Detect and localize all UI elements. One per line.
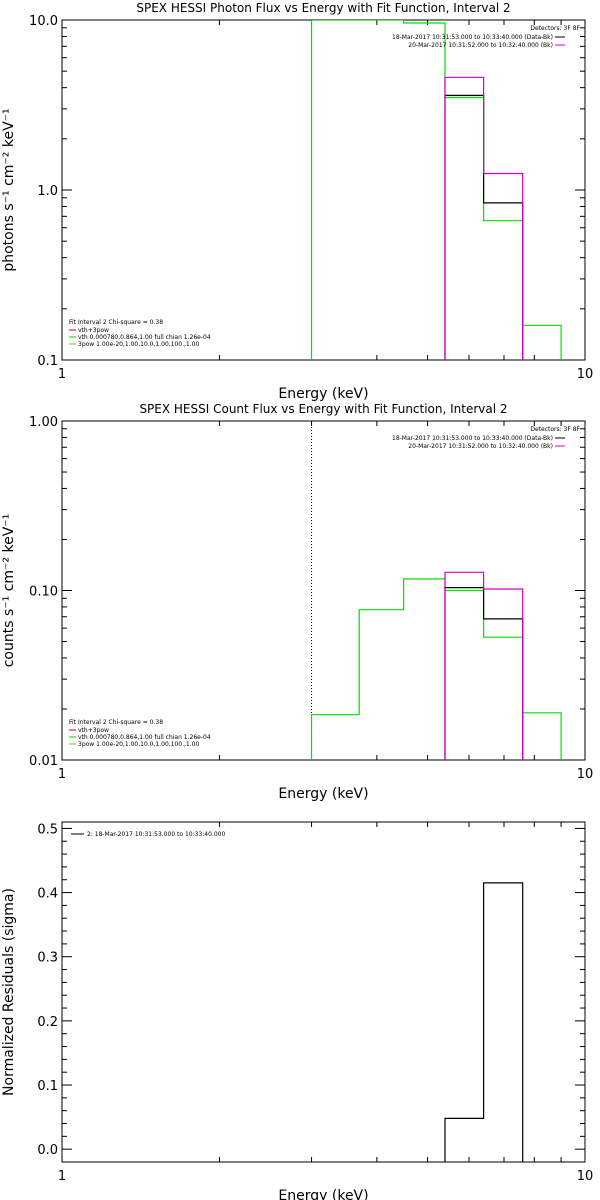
y-tick-label: 1.0: [37, 184, 58, 199]
y-axis-label: counts s⁻¹ cm⁻² keV⁻¹: [1, 514, 17, 668]
legend-fit-item-text: 3pow 1.00e-20,1.00,10.0,1.00,100.,1.00: [78, 341, 199, 348]
data-layer: [310, 571, 562, 760]
y-tick-label: 10.0: [29, 14, 58, 29]
series-3-histogram: [444, 76, 524, 360]
series-2-histogram: [444, 586, 524, 760]
legend-fit-header: Fit Interval 2 Chi-square = 0.38: [69, 719, 163, 726]
y-tick-label: 0.0: [37, 1143, 58, 1158]
x-tick-label: 10: [577, 1169, 594, 1184]
data-layer: [310, 20, 562, 360]
x-tick-label: 10: [577, 367, 594, 382]
y-tick-label: 0.5: [37, 822, 58, 837]
series-1-histogram: [444, 882, 524, 1162]
y-tick-label: 1.00: [29, 415, 58, 430]
legend-fit-header: Fit Interval 2 Chi-square = 0.38: [69, 319, 163, 326]
legend-top-item-text: 20-Mar-2017 10:31:52.000 to 10:32:40.000…: [408, 42, 553, 49]
x-axis-label: Energy (keV): [278, 786, 368, 802]
y-tick-label: 0.3: [37, 951, 58, 966]
y-tick-label: 0.4: [37, 887, 58, 902]
chart-title: SPEX HESSI Count Flux vs Energy with Fit…: [139, 402, 507, 416]
series-1-histogram: [310, 20, 562, 360]
plot-frame: [61, 420, 586, 761]
legend-top-item-text: 18-Mar-2017 10:31:53.000 to 10:33:40.000…: [392, 435, 553, 442]
x-tick-label: 1: [58, 367, 66, 382]
plot-panel-1: 1 10 0.1 1.0 10.0 SPEX HESSI Photon Flux vs E…: [1, 1, 593, 402]
series-3-histogram: [444, 571, 524, 760]
plot-frame: [61, 19, 586, 361]
chart-title: SPEX HESSI Photon Flux vs Energy with Fi…: [136, 1, 510, 15]
y-tick-label: 0.2: [37, 1015, 58, 1030]
legend-fit-item-text: vth 0.000780,0.864,1.00 full chian 1.26e…: [78, 734, 211, 741]
plot-frame: [61, 821, 586, 1163]
y-axis-label: photons s⁻¹ cm⁻² keV⁻¹: [1, 108, 17, 271]
y-tick-label: 0.10: [29, 585, 58, 600]
y-tick-label: 0.1: [37, 1079, 58, 1094]
plot-panel-2: 1 10 0.01 0.10 1.00 SPEX HESSI Count Flux vs …: [1, 402, 593, 802]
x-tick-label: 10: [577, 767, 594, 782]
legend-detectors: Detectors: 3F 8F: [530, 25, 580, 32]
legend-detectors: Detectors: 3F 8F: [530, 426, 580, 433]
legend-residual-text: 2: 18-Mar-2017 10:31:53.000 to 10:33:40.…: [87, 831, 225, 838]
legend-fit-item-text: vth 0.000780,0.864,1.00 full chian 1.26e…: [78, 334, 211, 341]
plot-panel-3: 1 10 0.0 0.1 0.2 0.3 0.4 0.5 Energy (keV) Normali…: [1, 821, 594, 1200]
legend-fit-item-text: 3pow 1.00e-20,1.00,10.0,1.00,100.,1.00: [78, 741, 199, 748]
data-layer: [444, 882, 524, 1162]
x-tick-label: 1: [58, 767, 66, 782]
y-tick-label: 0.01: [29, 754, 58, 769]
legend-fit-item-text: vth+3pow: [78, 727, 109, 734]
y-tick-label: 0.1: [37, 354, 58, 369]
x-axis-label: Energy (keV): [278, 386, 368, 402]
x-axis-label: Energy (keV): [278, 1188, 368, 1200]
y-axis-label: Normalized Residuals (sigma): [1, 888, 17, 1096]
series-1-histogram: [310, 578, 562, 760]
legend-fit-item-text: vth+3pow: [78, 327, 109, 334]
legend-top-item-text: 18-Mar-2017 10:31:53.000 to 10:33:40.000…: [392, 34, 553, 41]
legend-top-item-text: 20-Mar-2017 10:31:52.000 to 10:32:40.000…: [408, 443, 553, 450]
x-tick-label: 1: [58, 1169, 66, 1184]
